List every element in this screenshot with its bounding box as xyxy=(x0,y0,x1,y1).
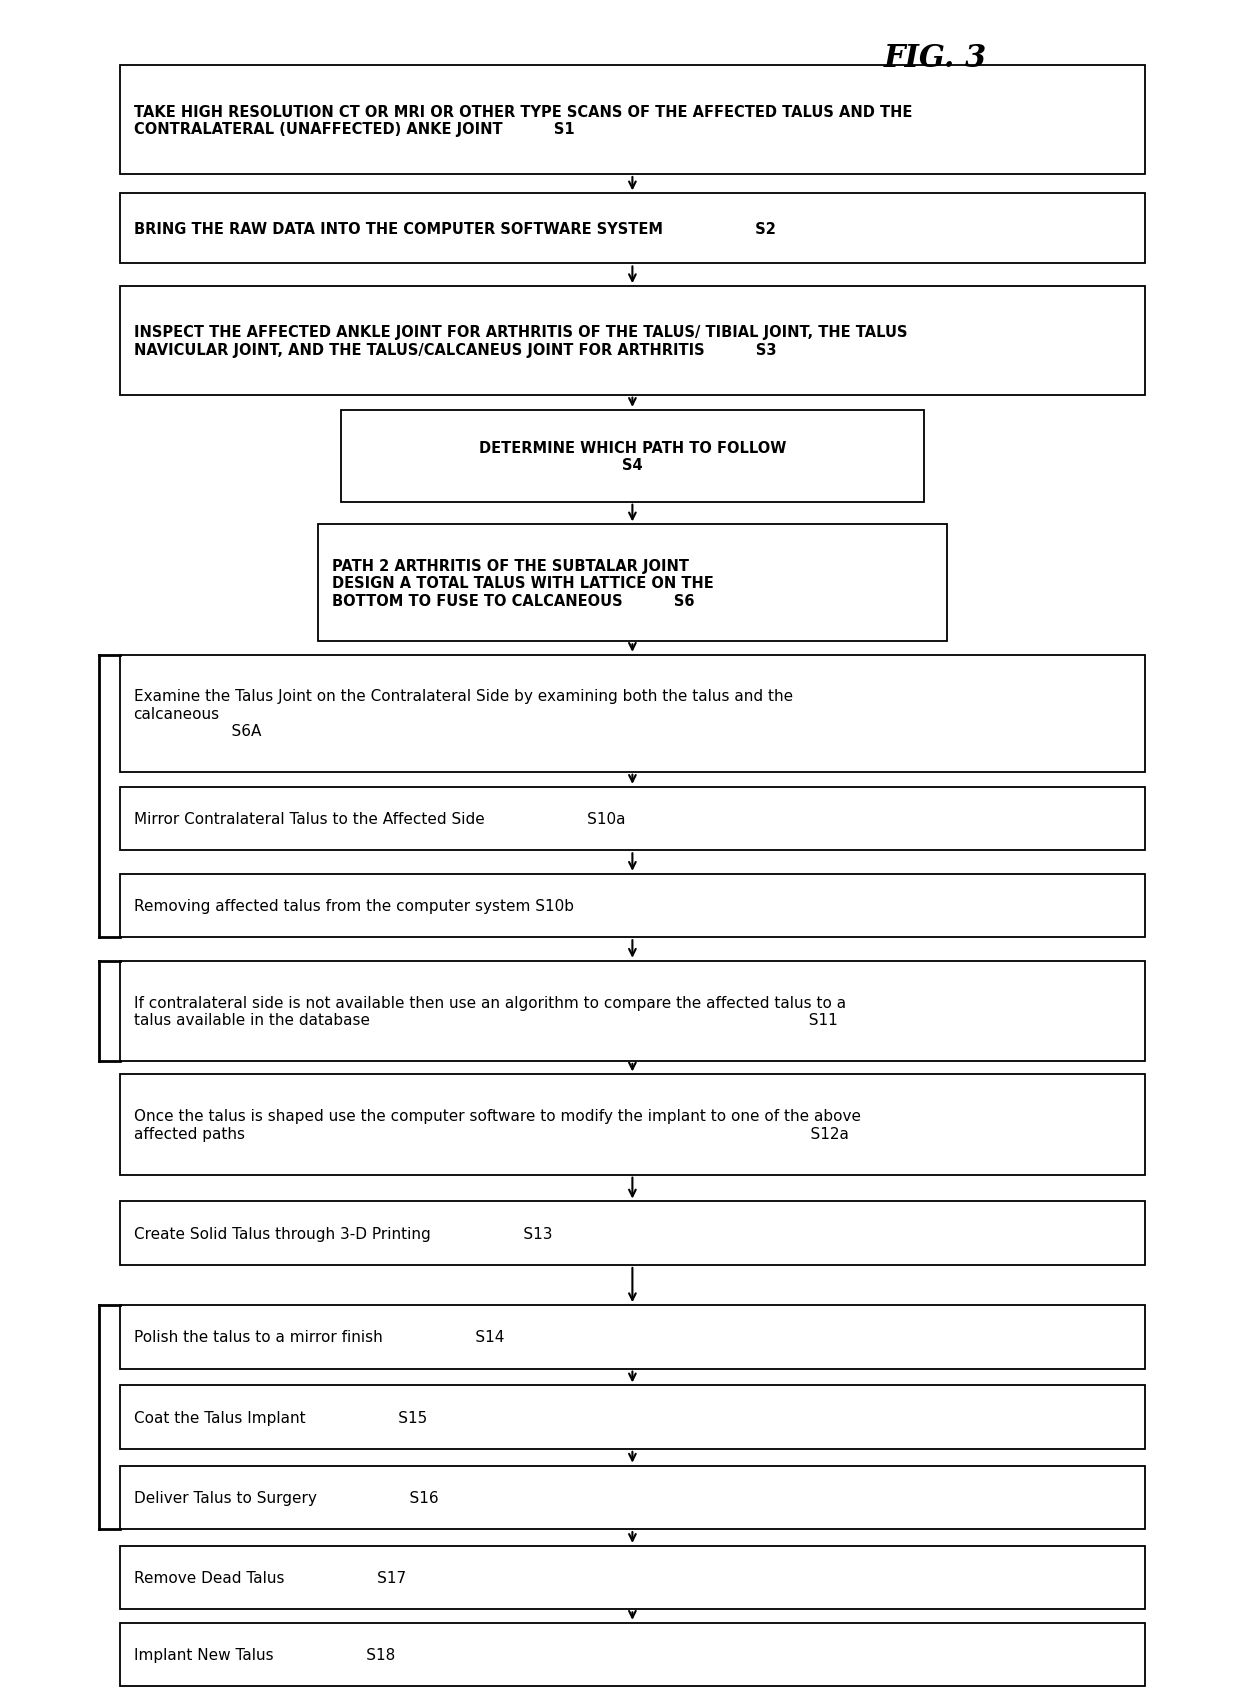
Bar xyxy=(119,1386,1146,1449)
Text: Implant New Talus                   S18: Implant New Talus S18 xyxy=(134,1647,394,1662)
Bar xyxy=(119,962,1146,1061)
Bar xyxy=(119,875,1146,938)
Bar xyxy=(341,411,924,503)
Text: Removing affected talus from the computer system S10b: Removing affected talus from the compute… xyxy=(134,899,574,914)
Text: INSPECT THE AFFECTED ANKLE JOINT FOR ARTHRITIS OF THE TALUS/ TIBIAL JOINT, THE T: INSPECT THE AFFECTED ANKLE JOINT FOR ART… xyxy=(134,326,906,358)
Bar xyxy=(317,525,947,643)
Text: Examine the Talus Joint on the Contralateral Side by examining both the talus an: Examine the Talus Joint on the Contralat… xyxy=(134,689,792,738)
Text: FIG. 3: FIG. 3 xyxy=(884,43,987,75)
Bar xyxy=(119,1202,1146,1265)
Bar xyxy=(119,655,1146,772)
Text: DETERMINE WHICH PATH TO FOLLOW
S4: DETERMINE WHICH PATH TO FOLLOW S4 xyxy=(479,440,786,472)
Text: Coat the Talus Implant                   S15: Coat the Talus Implant S15 xyxy=(134,1410,427,1425)
Text: TAKE HIGH RESOLUTION CT OR MRI OR OTHER TYPE SCANS OF THE AFFECTED TALUS AND THE: TAKE HIGH RESOLUTION CT OR MRI OR OTHER … xyxy=(134,104,911,136)
Text: Polish the talus to a mirror finish                   S14: Polish the talus to a mirror finish S14 xyxy=(134,1330,503,1345)
Bar xyxy=(119,1546,1146,1610)
Bar xyxy=(119,1466,1146,1529)
Text: If contralateral side is not available then use an algorithm to compare the affe: If contralateral side is not available t… xyxy=(134,996,846,1028)
Bar xyxy=(119,194,1146,264)
Text: Remove Dead Talus                   S17: Remove Dead Talus S17 xyxy=(134,1570,405,1586)
Text: BRING THE RAW DATA INTO THE COMPUTER SOFTWARE SYSTEM                  S2: BRING THE RAW DATA INTO THE COMPUTER SOF… xyxy=(134,222,775,237)
Bar xyxy=(119,1623,1146,1686)
Text: Create Solid Talus through 3-D Printing                   S13: Create Solid Talus through 3-D Printing … xyxy=(134,1226,552,1241)
Text: PATH 2 ARTHRITIS OF THE SUBTALAR JOINT
DESIGN A TOTAL TALUS WITH LATTICE ON THE
: PATH 2 ARTHRITIS OF THE SUBTALAR JOINT D… xyxy=(331,559,713,609)
Bar xyxy=(119,66,1146,176)
Text: Mirror Contralateral Talus to the Affected Side                     S10a: Mirror Contralateral Talus to the Affect… xyxy=(134,812,625,827)
Text: Once the talus is shaped use the computer software to modify the implant to one : Once the talus is shaped use the compute… xyxy=(134,1108,861,1141)
Bar xyxy=(119,286,1146,396)
Bar xyxy=(119,1306,1146,1369)
Bar xyxy=(119,788,1146,851)
Text: Deliver Talus to Surgery                   S16: Deliver Talus to Surgery S16 xyxy=(134,1490,438,1506)
Bar xyxy=(119,1074,1146,1175)
